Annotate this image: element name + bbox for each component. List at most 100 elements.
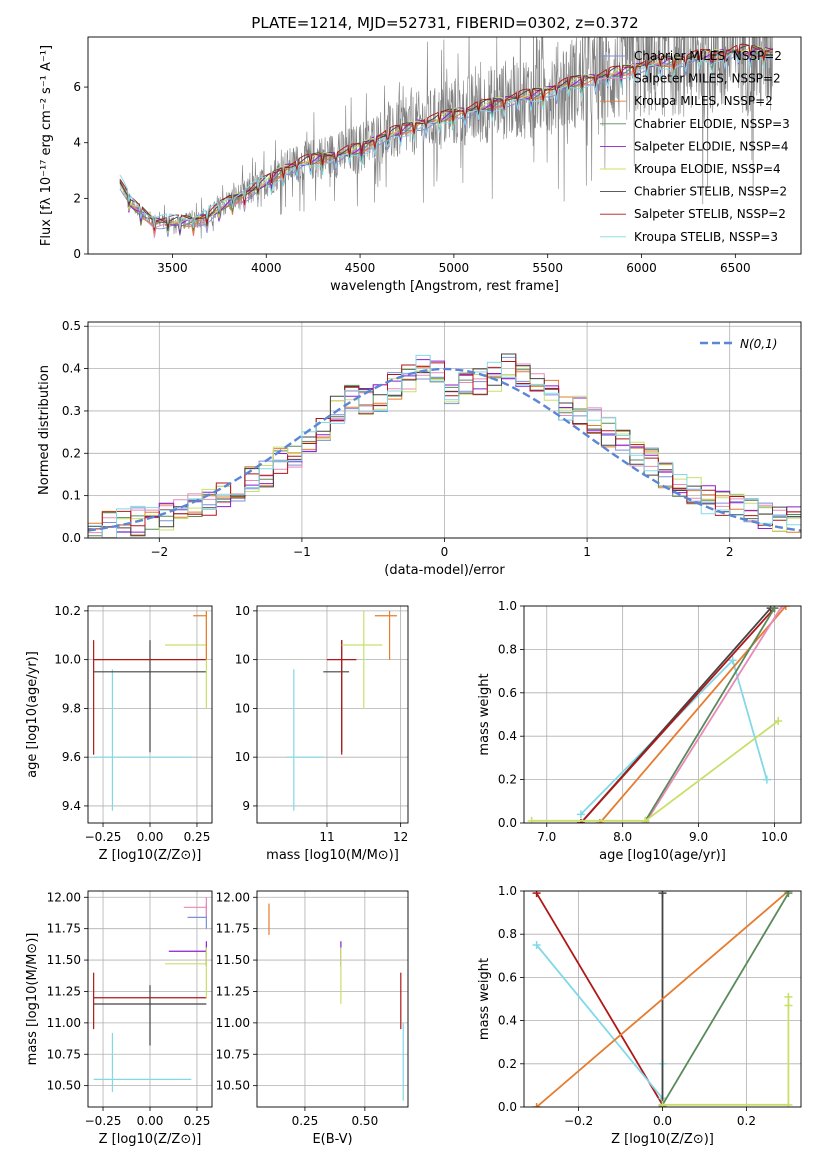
y-tick-label: 11.25: [47, 984, 81, 998]
legend-label: Salpeter STELIB, NSSP=2: [634, 207, 786, 221]
y-tick-label: 6: [73, 80, 81, 94]
y-tick-label: 1.0: [498, 599, 517, 613]
y-axis-label: Normed distribution: [37, 365, 52, 495]
axes-frame: [256, 605, 409, 824]
x-tick-label: −0.25: [85, 830, 122, 844]
x-axis-label: (data-model)/error: [384, 563, 505, 578]
y-tick-label: 0: [73, 247, 81, 261]
y-tick-label: 10.0: [54, 653, 81, 667]
axes-frame: [523, 605, 802, 824]
y-tick-label: 10.2: [54, 604, 81, 618]
series-line-salpeter-miles: [644, 606, 783, 823]
y-tick-label: 10: [235, 604, 250, 618]
series-line-chabrier-elodie: [661, 892, 790, 1106]
axes-frame: [87, 321, 802, 539]
marker-point: [532, 1103, 541, 1107]
y-tick-label: 12.00: [216, 890, 250, 904]
y-tick-label: 0.1: [62, 489, 81, 503]
x-axis-label: Z [log10(Z/Z⊙)]: [99, 848, 202, 863]
legend-label: Salpeter MILES, NSSP=2: [634, 72, 781, 86]
series-line-kroupa-elodie: [662, 996, 790, 1106]
series-line-salpeter-stelib: [580, 607, 776, 823]
x-tick-label: 2: [726, 545, 734, 559]
y-tick-label: 1.0: [498, 884, 517, 898]
y-tick-label: 9.4: [62, 799, 81, 813]
plot-area: [88, 353, 801, 538]
y-tick-label: 11.75: [216, 922, 250, 936]
y-tick-label: 9: [242, 799, 250, 813]
axes-panel-7: 0.25 0.50 10.50 10.75 11.00 11.25 11.50 11.75 12…: [216, 890, 409, 1147]
y-tick-label: 11.00: [47, 1016, 81, 1030]
x-axis-label: mass [log10(M/M⊙)]: [266, 848, 399, 863]
y-tick-label: 0.0: [498, 1100, 517, 1114]
legend-label: Kroupa MILES, NSSP=2: [634, 94, 773, 108]
marker-point: [527, 816, 536, 823]
x-tick-label: 6000: [626, 261, 657, 275]
y-tick-label: 0.6: [498, 686, 517, 700]
y-tick-label: 11.00: [216, 1016, 250, 1030]
x-tick-label: 0.25: [184, 830, 211, 844]
x-tick-label: −0.2: [564, 1114, 593, 1128]
x-tick-label: 6500: [720, 261, 751, 275]
y-tick-label: 4: [73, 136, 81, 150]
y-tick-label: 10: [235, 701, 250, 715]
model-spectrum-chabrier-elodie: [119, 48, 773, 236]
marker-point: [778, 606, 787, 610]
model-spectrum-salpeter-stelib: [119, 43, 774, 231]
y-tick-label: 9.8: [62, 701, 81, 715]
y-tick-label: 0.8: [498, 927, 517, 941]
x-tick-label: −1: [293, 545, 311, 559]
axes-panel-2: −2 −1 0 1 2 0.0 0.1 0.2 0.3 0.4 0.5 (data-model)/er…: [37, 319, 802, 578]
series-line-chabrier-elodie: [644, 607, 776, 822]
y-tick-label: 0.2: [498, 1057, 517, 1071]
y-tick-label: 0.0: [62, 531, 81, 545]
marker-point: [784, 1100, 793, 1107]
x-tick-label: 0.00: [137, 830, 164, 844]
y-tick-label: 11.50: [47, 953, 81, 967]
x-tick-label: 0.00: [137, 1114, 164, 1128]
legend-label: Kroupa STELIB, NSSP=3: [634, 230, 778, 244]
x-axis-label: Z [log10(Z/Z⊙)]: [99, 1132, 202, 1147]
plot-area: [119, 37, 774, 239]
x-tick-label: 3500: [157, 261, 188, 275]
legend-label: Chabrier MILES, NSSP=2: [634, 49, 782, 63]
legend: Chabrier MILES, NSSP=2 Salpeter MILES, NS…: [600, 49, 790, 244]
marker-point: [532, 891, 541, 898]
y-tick-label: 0.6: [498, 970, 517, 984]
x-axis-label: Z [log10(Z/Z⊙)]: [611, 1132, 714, 1147]
x-tick-label: 10.0: [761, 830, 788, 844]
x-tick-label: 12: [393, 830, 408, 844]
y-tick-label: 0.4: [62, 362, 81, 376]
axes-panel-8: −0.2 0.0 0.2 0.0 0.2 0.4 0.6 0.8 1.0 Z [log10(Z/Z…: [477, 884, 802, 1147]
y-tick-label: 11.25: [216, 984, 250, 998]
x-tick-label: 9.0: [689, 830, 708, 844]
y-axis-label: age [log10(age/yr)]: [25, 651, 40, 778]
x-tick-label: 11: [319, 830, 334, 844]
y-tick-label: 10: [235, 653, 250, 667]
x-tick-label: 1: [583, 545, 591, 559]
y-tick-label: 0.5: [62, 319, 81, 333]
y-tick-label: 0.2: [62, 446, 81, 460]
histogram-kroupa-stelib: [88, 354, 801, 538]
y-tick-label: 10.75: [216, 1047, 250, 1061]
y-axis-label: Flux [fλ 10⁻¹⁷ erg cm⁻² s⁻¹ A⁻¹]: [39, 45, 54, 246]
axes-panel-4: 11 12 9 10 10 10 10 mass [log10(M/M⊙)]: [235, 604, 409, 863]
y-tick-label: 0.0: [498, 816, 517, 830]
model-spectrum-chabrier-stelib: [119, 44, 773, 232]
y-tick-label: 0.3: [62, 404, 81, 418]
x-tick-label: −2: [150, 545, 168, 559]
y-tick-label: 2: [73, 191, 81, 205]
page-title: PLATE=1214, MJD=52731, FIBERID=0302, z=0…: [251, 14, 638, 32]
x-tick-label: 0.25: [184, 1114, 211, 1128]
x-tick-label: 8.0: [613, 830, 632, 844]
legend-label: Chabrier STELIB, NSSP=2: [634, 185, 787, 199]
axes-frame: [523, 890, 802, 1108]
x-tick-label: 0.25: [292, 1114, 319, 1128]
y-tick-label: 0.4: [498, 1014, 517, 1028]
x-tick-label: 4500: [345, 261, 376, 275]
x-tick-label: 5500: [532, 261, 563, 275]
x-tick-label: 0: [441, 545, 449, 559]
x-axis-label: E(B-V): [312, 1132, 352, 1147]
legend-label: Salpeter ELODIE, NSSP=4: [634, 139, 789, 153]
